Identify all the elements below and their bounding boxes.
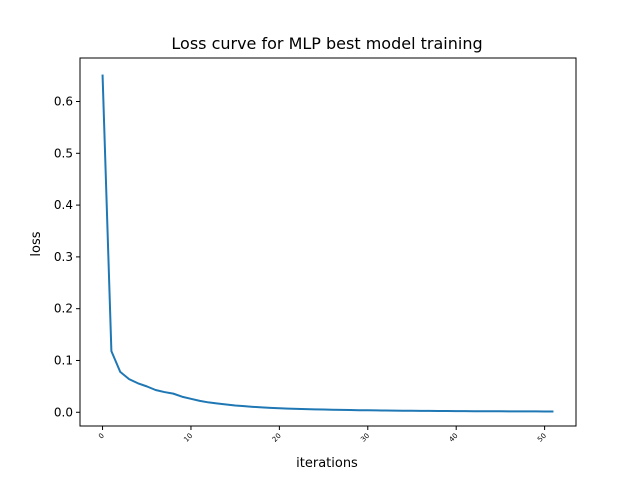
y-tick-label: 0.5	[54, 146, 73, 160]
x-tick-label: 40	[448, 432, 460, 444]
chart-title: Loss curve for MLP best model training	[171, 34, 482, 53]
x-tick-label: 30	[359, 432, 371, 444]
y-tick-label: 0.4	[54, 198, 73, 212]
plot-area: 0.0 0.1 0.2 0.3 0.4 0.5 0.6 0 10 20 30 40 50	[54, 57, 577, 444]
x-tick-label: 20	[271, 432, 283, 444]
y-tick-label: 0.2	[54, 302, 73, 316]
loss-series-line	[101, 74, 554, 413]
x-tick-label: 0	[97, 432, 106, 441]
x-tick-label: 50	[536, 432, 548, 444]
y-axis-label: loss	[29, 231, 44, 256]
y-tick-label: 0.6	[54, 95, 73, 109]
x-tick-label: 10	[182, 432, 194, 444]
y-tick-label: 0.3	[54, 250, 73, 264]
y-tick-label: 0.1	[54, 353, 73, 367]
x-axis-label: iterations	[296, 456, 358, 471]
axes-frame	[79, 57, 577, 427]
y-tick-label: 0.0	[54, 405, 73, 419]
